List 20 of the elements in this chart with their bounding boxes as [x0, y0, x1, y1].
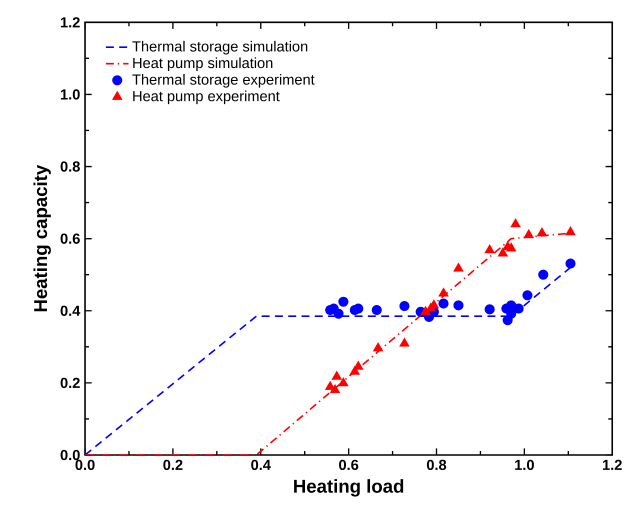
y-tick-label: 1.2 — [60, 17, 80, 28]
x-axis-title: Heating load — [294, 479, 404, 497]
y-tick-label: 0.2 — [60, 378, 80, 388]
x-tick-label: 1.0 — [515, 460, 534, 470]
x-tick-label: 0.2 — [163, 460, 182, 470]
y-tick-label: 1.0 — [60, 89, 80, 100]
legend-label: Heat pump experiment — [133, 90, 280, 104]
x-tick-label: 0.4 — [251, 460, 271, 470]
y-tick-label: 0.0 — [60, 450, 80, 460]
y-axis-title: Heating capacity — [33, 164, 51, 312]
x-tick-label: 0.0 — [75, 460, 95, 470]
x-tick-label: 0.8 — [426, 460, 446, 470]
legend-label: Thermal storage experiment — [132, 74, 315, 88]
x-tick-label: 0.6 — [339, 460, 358, 470]
x-tick-label: 1.2 — [602, 460, 622, 470]
y-tick-label: 0.4 — [60, 306, 80, 316]
y-tick-label: 0.6 — [60, 234, 80, 244]
legend-label: Thermal storage simulation — [132, 40, 308, 54]
legend-label: Heat pump simulation — [133, 57, 272, 72]
y-tick-label: 0.8 — [60, 161, 80, 172]
